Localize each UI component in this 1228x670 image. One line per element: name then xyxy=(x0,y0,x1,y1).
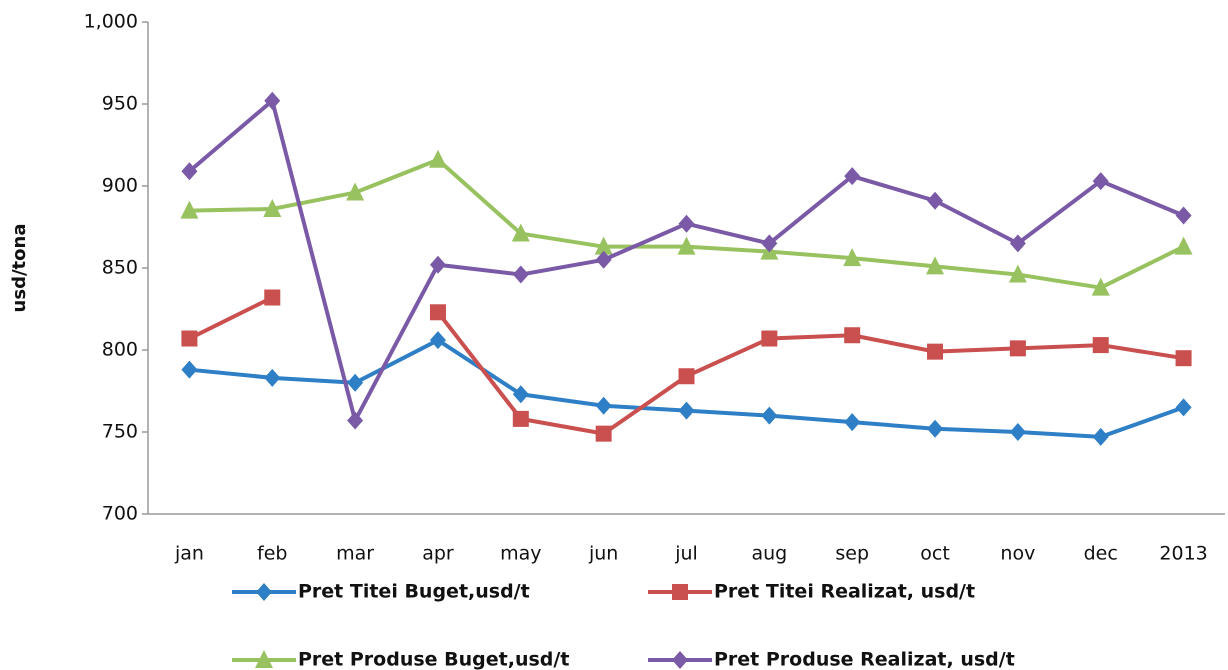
point xyxy=(1009,340,1026,357)
x-tick-label: jul xyxy=(674,543,698,565)
point xyxy=(347,373,364,392)
point xyxy=(1009,423,1026,441)
legend-marker xyxy=(255,650,273,668)
point xyxy=(678,214,695,233)
legend-marker xyxy=(256,583,272,601)
legend-label: Pret Produse Buget,usd/t xyxy=(298,649,569,670)
point xyxy=(429,255,446,274)
legend-label: Pret Titei Realizat, usd/t xyxy=(714,581,975,603)
point xyxy=(677,236,696,255)
y-tick-label: 750 xyxy=(102,421,138,443)
point xyxy=(595,425,612,442)
point xyxy=(429,304,446,321)
point xyxy=(264,91,281,110)
point xyxy=(927,419,944,438)
point xyxy=(181,162,198,181)
x-tick-label: sep xyxy=(835,543,869,565)
point xyxy=(761,406,778,425)
legend-marker xyxy=(672,584,688,600)
point xyxy=(512,410,529,427)
point xyxy=(595,396,612,415)
x-tick-label: dec xyxy=(1084,543,1118,565)
point xyxy=(264,368,281,387)
point xyxy=(511,223,530,242)
point xyxy=(1092,427,1109,446)
x-tick-label: nov xyxy=(1000,543,1035,565)
point xyxy=(927,343,944,360)
point xyxy=(843,248,862,267)
point xyxy=(1092,337,1109,354)
point xyxy=(181,330,198,347)
point xyxy=(1175,398,1192,417)
x-tick-label: jan xyxy=(174,543,204,565)
y-tick-label: 800 xyxy=(102,339,138,361)
x-tick-label: oct xyxy=(920,543,950,565)
point xyxy=(926,256,945,275)
y-tick-label: 850 xyxy=(102,257,138,279)
x-tick-label: apr xyxy=(422,543,454,565)
point xyxy=(1009,234,1026,253)
point xyxy=(181,360,198,379)
x-tick-label: may xyxy=(500,543,541,565)
point xyxy=(1175,350,1192,367)
legend-label: Pret Produse Realizat, usd/t xyxy=(714,649,1015,670)
point xyxy=(1008,264,1027,283)
x-tick-label: jun xyxy=(588,543,618,565)
x-tick-label: 2013 xyxy=(1159,543,1207,565)
point xyxy=(678,368,695,385)
point xyxy=(1175,206,1192,225)
point xyxy=(927,191,944,210)
x-tick-label: mar xyxy=(336,543,374,565)
point xyxy=(429,331,446,350)
y-tick-label: 900 xyxy=(102,175,138,197)
point xyxy=(844,327,861,344)
point xyxy=(1091,277,1110,296)
point xyxy=(512,265,529,284)
point xyxy=(844,413,861,432)
x-tick-label: feb xyxy=(257,543,287,565)
y-tick-label: 950 xyxy=(102,93,138,115)
legend-label: Pret Titei Buget,usd/t xyxy=(298,581,530,603)
point xyxy=(1174,236,1193,255)
y-tick-label: 1,000 xyxy=(84,11,138,33)
point xyxy=(1092,172,1109,191)
point xyxy=(346,182,365,201)
point xyxy=(594,236,613,255)
point xyxy=(428,149,447,168)
legend-marker xyxy=(672,651,688,669)
point xyxy=(761,330,778,347)
y-tick-label: 700 xyxy=(102,503,138,525)
point xyxy=(761,234,778,253)
point xyxy=(595,250,612,269)
point xyxy=(264,289,281,306)
series-line xyxy=(188,295,1184,436)
point xyxy=(180,200,199,219)
point xyxy=(678,401,695,420)
point xyxy=(347,411,364,430)
x-tick-label: aug xyxy=(751,543,787,565)
point xyxy=(512,385,529,404)
point xyxy=(263,198,282,217)
point xyxy=(844,167,861,186)
y-axis-label: usd/tona xyxy=(9,224,30,313)
